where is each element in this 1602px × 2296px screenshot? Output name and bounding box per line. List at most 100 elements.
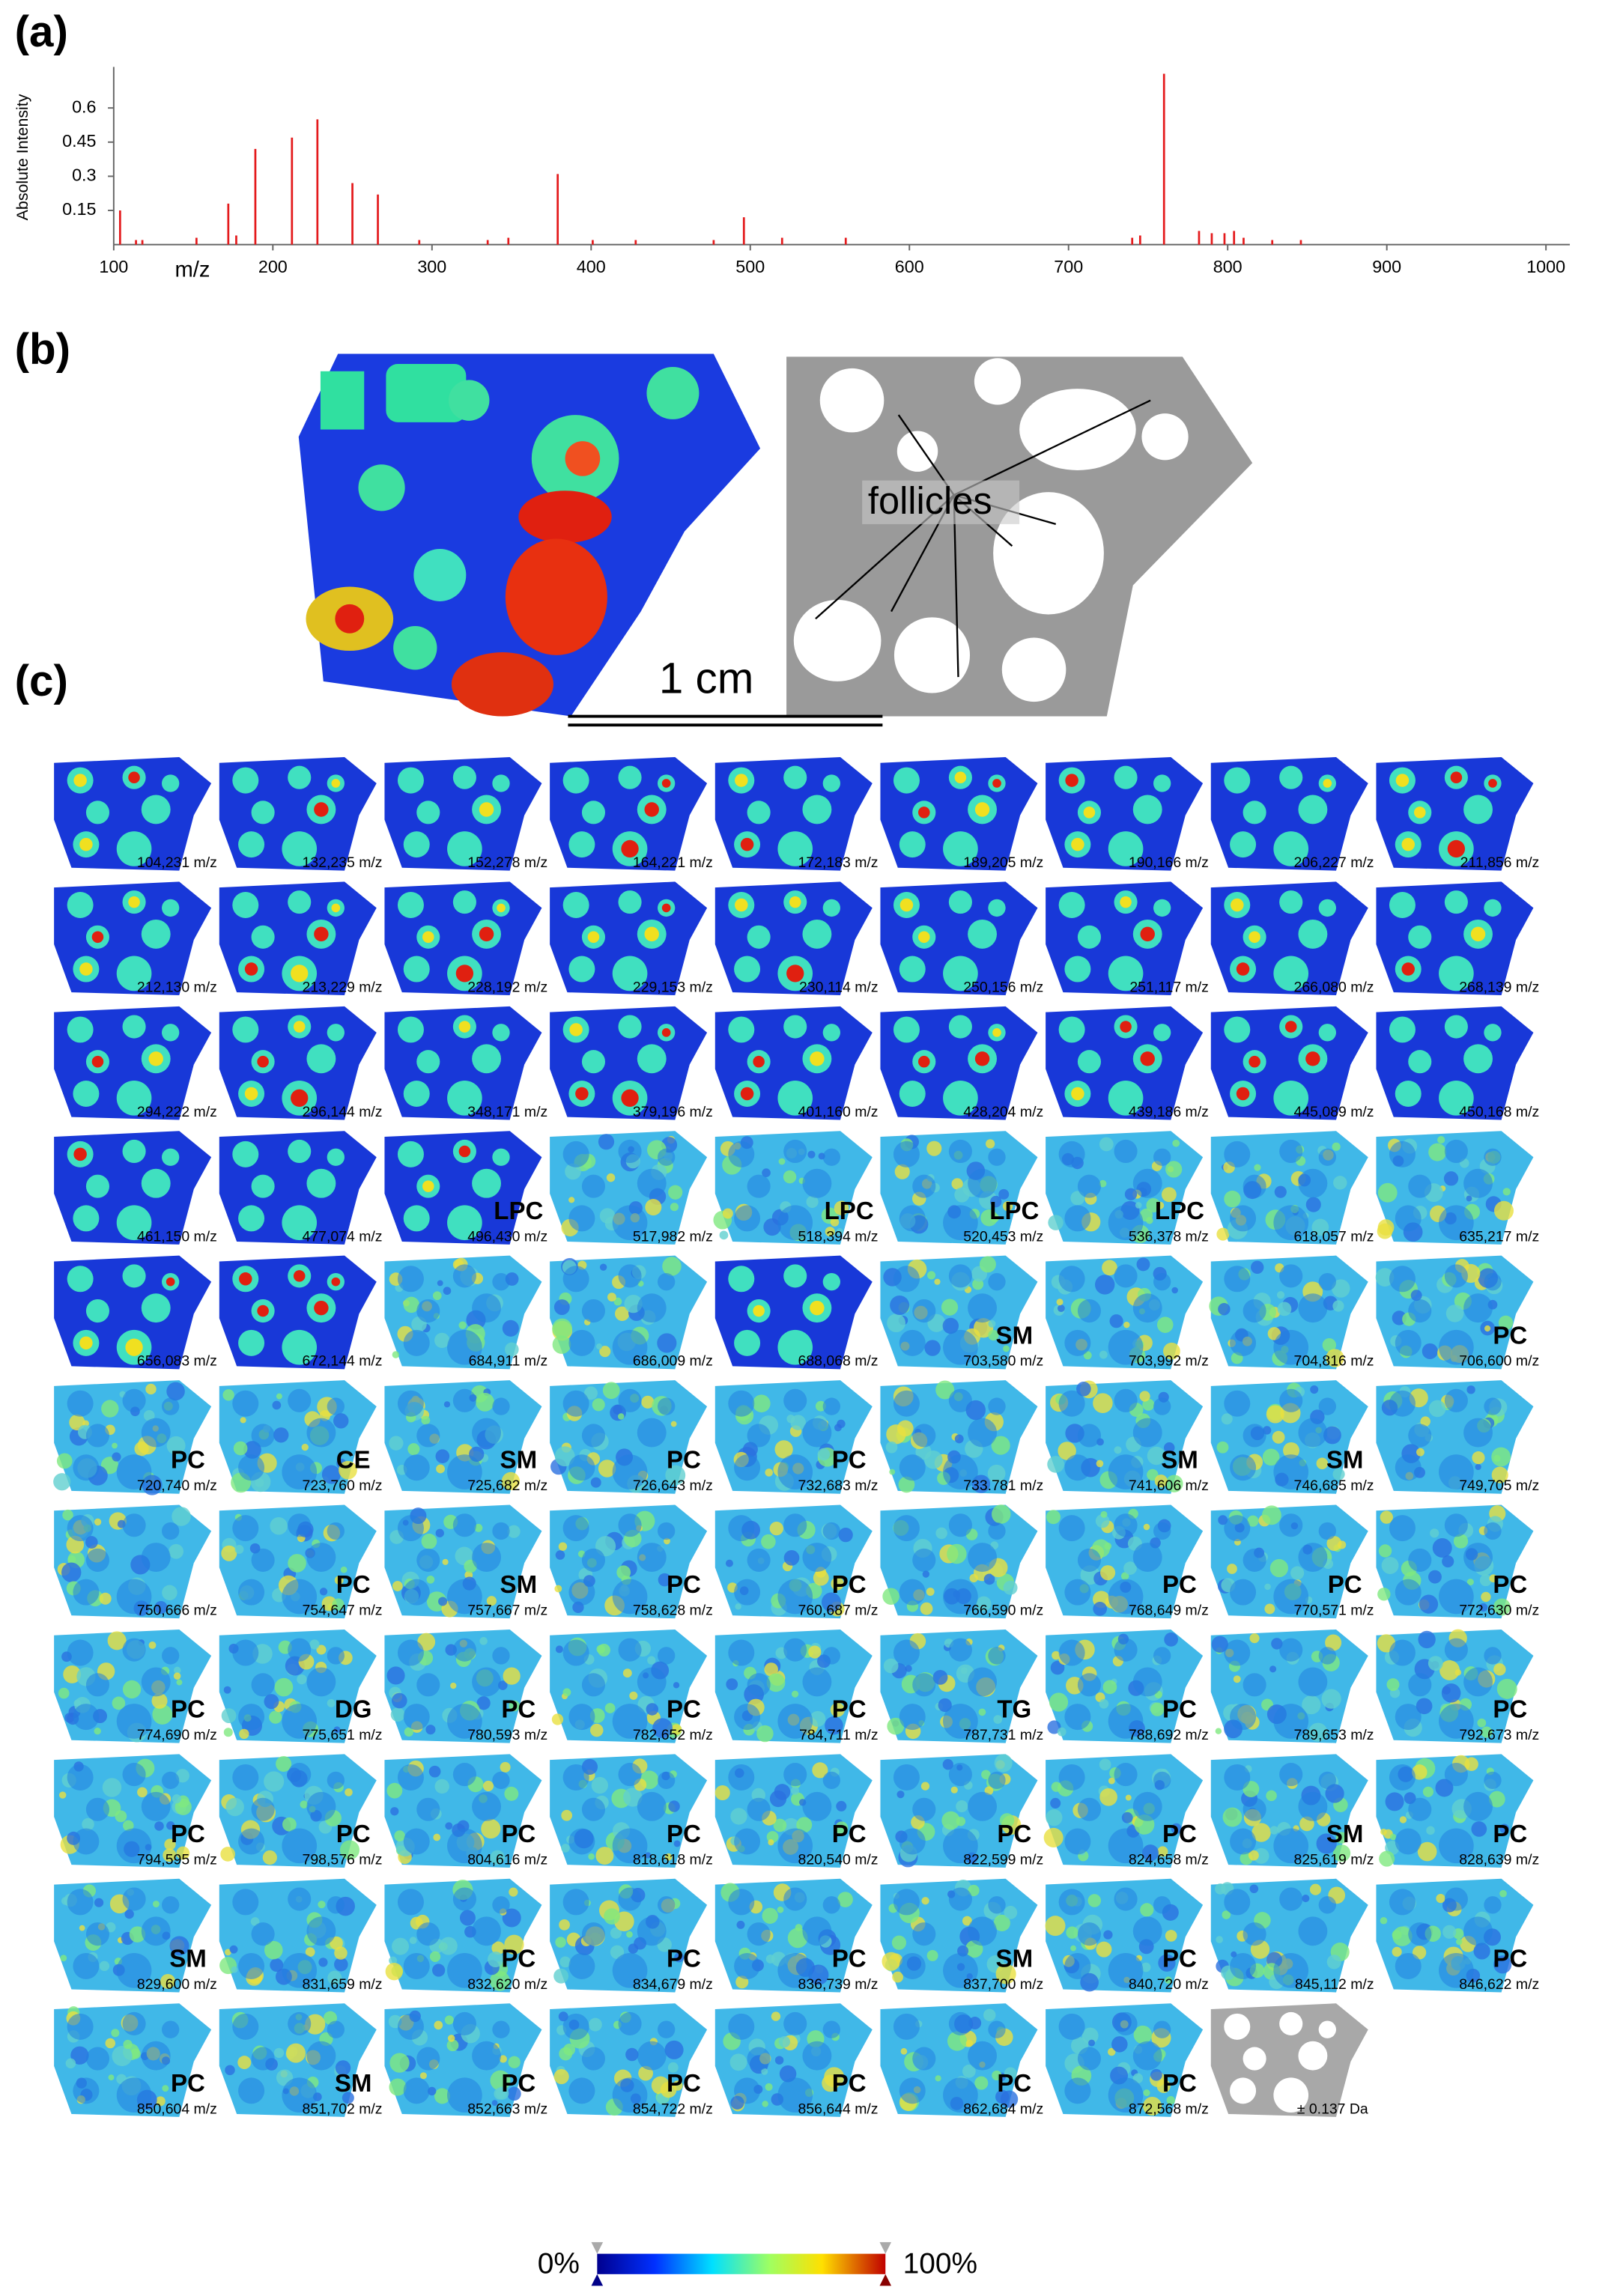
speckle xyxy=(1326,1955,1341,1969)
ms-thumbnail xyxy=(550,1754,708,1868)
follicle xyxy=(912,1424,936,1448)
follicle xyxy=(141,1791,171,1821)
lipid-class: PC xyxy=(832,2070,867,2098)
mz-label: 829,600 m/z xyxy=(137,1976,217,1993)
ms-thumbnail xyxy=(384,881,542,996)
speckle xyxy=(766,1673,786,1692)
hotspot xyxy=(1120,1021,1132,1033)
speckle xyxy=(1443,1171,1459,1186)
follicle xyxy=(306,1916,336,1946)
speckle xyxy=(250,1917,260,1926)
follicle xyxy=(447,831,482,866)
ms-thumbnail xyxy=(880,1255,1038,1370)
speckle xyxy=(1332,1468,1345,1480)
speckle xyxy=(421,1533,437,1549)
follicle xyxy=(1395,1454,1422,1481)
hotspot xyxy=(661,1027,671,1037)
mz-label: 854,722 m/z xyxy=(633,2101,713,2117)
hotspot xyxy=(1248,931,1260,944)
speckle xyxy=(986,1139,995,1149)
follicle xyxy=(1298,1168,1328,1198)
speckle xyxy=(990,1195,1002,1208)
follicle xyxy=(327,1522,345,1540)
speckle xyxy=(123,2039,133,2050)
hotspot xyxy=(992,1027,1001,1037)
lipid-class: CE xyxy=(336,1447,371,1475)
speckle xyxy=(771,2011,781,2021)
follicle xyxy=(232,1515,259,1542)
mz-label: 517,982 m/z xyxy=(633,1228,713,1245)
speckle xyxy=(495,2086,509,2100)
follicle xyxy=(85,1299,110,1323)
hotspot xyxy=(644,802,659,817)
speckle xyxy=(1264,1583,1271,1591)
speckle xyxy=(558,1542,568,1551)
speckle xyxy=(588,2017,602,2032)
speckle xyxy=(1493,1663,1506,1676)
follicle xyxy=(612,2077,648,2113)
speckle xyxy=(825,1227,835,1237)
speckle xyxy=(887,1313,905,1333)
follicle xyxy=(1318,1771,1336,1790)
speckle xyxy=(223,1686,231,1694)
speckle xyxy=(817,1448,831,1461)
follicle xyxy=(568,1704,595,1731)
follicle xyxy=(581,1797,606,1821)
speckle xyxy=(882,1952,901,1971)
follicle xyxy=(1153,1024,1171,1042)
speckle xyxy=(993,1715,1003,1724)
speckle xyxy=(123,1820,134,1832)
speckle xyxy=(1222,1807,1243,1827)
panel-label: (c) xyxy=(15,657,68,705)
speckle xyxy=(1164,1442,1175,1454)
mz-label: 768,649 m/z xyxy=(1129,1603,1209,1619)
speckle xyxy=(831,1577,844,1591)
follicle xyxy=(1230,831,1257,858)
speckle xyxy=(736,1920,745,1929)
follicle xyxy=(67,1016,94,1043)
speckle xyxy=(426,1591,447,1612)
follicle xyxy=(968,1168,997,1198)
follicle xyxy=(1132,1168,1162,1198)
speckle xyxy=(1378,1544,1392,1558)
follicle xyxy=(728,1639,755,1666)
follicle xyxy=(472,1418,501,1448)
speckle xyxy=(983,2008,996,2022)
follicle xyxy=(1463,1791,1493,1821)
follicle xyxy=(1298,1418,1328,1448)
follicle xyxy=(948,1638,972,1662)
lipid-class: PC xyxy=(832,1571,867,1599)
speckle xyxy=(993,1914,1010,1931)
speckle xyxy=(1419,1594,1439,1614)
speckle xyxy=(1099,1758,1111,1771)
mz-label: 461,150 m/z xyxy=(137,1228,217,1245)
follicle xyxy=(1243,1797,1266,1821)
speckle xyxy=(889,1469,896,1475)
speckle xyxy=(481,1819,501,1839)
ms-thumbnail xyxy=(54,1629,212,1743)
speckle xyxy=(812,1762,828,1779)
mz-label: 845,112 m/z xyxy=(1295,1976,1374,1993)
follicle xyxy=(734,1205,761,1232)
speckle xyxy=(1109,1314,1123,1328)
mz-label: 401,160 m/z xyxy=(798,1104,879,1120)
speckle xyxy=(1147,1469,1159,1481)
speckle xyxy=(951,1178,963,1190)
follicle xyxy=(612,1205,648,1241)
speckle xyxy=(1442,1555,1454,1568)
speckle xyxy=(1290,1566,1305,1580)
speckle xyxy=(1455,1938,1463,1946)
follicle xyxy=(1389,1889,1416,1916)
speckle xyxy=(507,2086,521,2101)
speckle xyxy=(1222,1910,1231,1919)
follicle xyxy=(327,1024,345,1042)
ms-thumbnail xyxy=(1210,1380,1368,1494)
speckle xyxy=(240,1417,246,1424)
follicle xyxy=(943,1205,978,1241)
speckle xyxy=(598,1134,615,1150)
speckle xyxy=(459,1910,476,1926)
speckle xyxy=(154,1821,164,1831)
speckle xyxy=(1114,1446,1122,1454)
x-tick-label: 900 xyxy=(1372,257,1401,276)
speckle xyxy=(458,1321,467,1329)
